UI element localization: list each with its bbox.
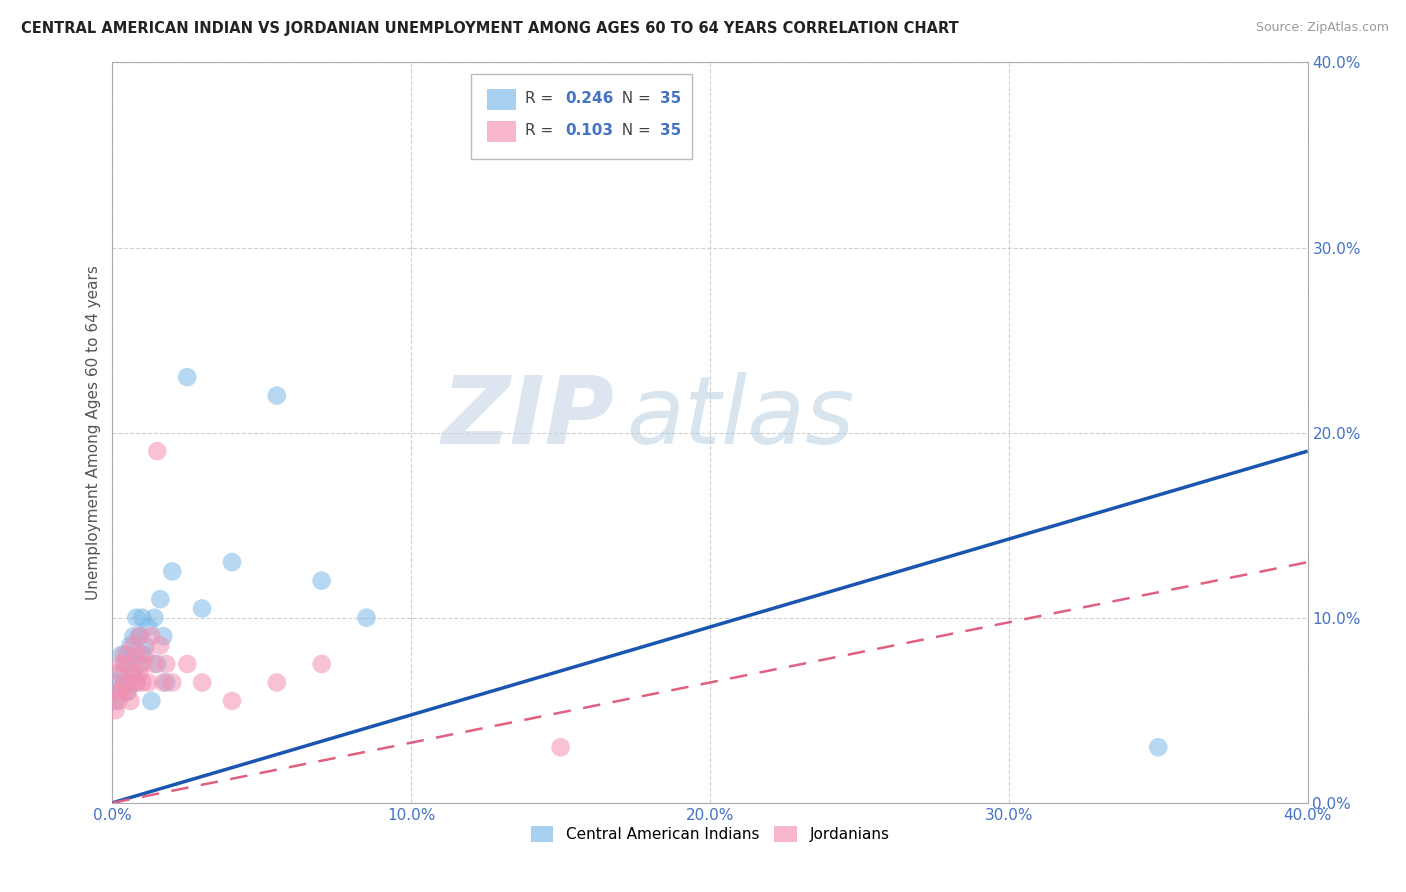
Text: N =: N =	[612, 123, 655, 138]
Point	[117, 685, 139, 699]
Point	[138, 675, 160, 690]
Legend: Central American Indians, Jordanians: Central American Indians, Jordanians	[524, 821, 896, 848]
Point	[191, 675, 214, 690]
Point	[125, 610, 148, 624]
Point	[131, 648, 153, 662]
Point	[1147, 740, 1170, 755]
Point	[117, 685, 139, 699]
Point	[104, 675, 127, 690]
Point	[114, 675, 135, 690]
Point	[162, 565, 183, 579]
Point	[125, 648, 148, 662]
Point	[191, 601, 214, 615]
Point	[356, 610, 378, 624]
Point	[128, 666, 150, 681]
Point	[221, 694, 243, 708]
Point	[131, 610, 153, 624]
Point	[152, 629, 174, 643]
Point	[110, 666, 132, 681]
Point	[176, 370, 198, 384]
Point	[266, 388, 288, 402]
Point	[122, 666, 145, 681]
Point	[120, 675, 142, 690]
Text: R =: R =	[524, 91, 558, 106]
Point	[104, 703, 127, 717]
Point	[117, 657, 139, 671]
Point	[221, 555, 243, 569]
Point	[114, 675, 135, 690]
Point	[107, 694, 129, 708]
Point	[266, 675, 288, 690]
Point	[146, 444, 169, 458]
Point	[122, 639, 145, 653]
FancyBboxPatch shape	[471, 73, 692, 159]
Point	[122, 629, 145, 643]
Point	[114, 657, 135, 671]
Point	[120, 675, 142, 690]
Point	[146, 657, 169, 671]
Text: 35: 35	[659, 91, 681, 106]
Text: CENTRAL AMERICAN INDIAN VS JORDANIAN UNEMPLOYMENT AMONG AGES 60 TO 64 YEARS CORR: CENTRAL AMERICAN INDIAN VS JORDANIAN UNE…	[21, 21, 959, 36]
Point	[550, 740, 572, 755]
Point	[107, 666, 129, 681]
Point	[141, 629, 163, 643]
Point	[141, 694, 163, 708]
Point	[114, 648, 135, 662]
Point	[125, 675, 148, 690]
Point	[311, 657, 333, 671]
Point	[128, 629, 150, 643]
Point	[134, 648, 156, 662]
Point	[155, 657, 177, 671]
Point	[143, 610, 166, 624]
Point	[110, 685, 132, 699]
Point	[128, 629, 150, 643]
Text: N =: N =	[612, 91, 655, 106]
Point	[176, 657, 198, 671]
Point	[120, 639, 142, 653]
Point	[149, 639, 172, 653]
Text: 0.103: 0.103	[565, 123, 613, 138]
Text: atlas: atlas	[627, 372, 855, 463]
Point	[117, 648, 139, 662]
Point	[131, 657, 153, 671]
FancyBboxPatch shape	[486, 121, 516, 142]
FancyBboxPatch shape	[486, 89, 516, 110]
Text: 0.246: 0.246	[565, 91, 614, 106]
Point	[120, 694, 142, 708]
Point	[162, 675, 183, 690]
Point	[110, 657, 132, 671]
Text: ZIP: ZIP	[441, 372, 614, 464]
Point	[125, 675, 148, 690]
Text: 35: 35	[659, 123, 681, 138]
Point	[152, 675, 174, 690]
Point	[149, 592, 172, 607]
Point	[138, 620, 160, 634]
Point	[128, 657, 150, 671]
Point	[104, 685, 127, 699]
Point	[311, 574, 333, 588]
Point	[107, 685, 129, 699]
Text: Source: ZipAtlas.com: Source: ZipAtlas.com	[1256, 21, 1389, 34]
Point	[104, 694, 127, 708]
Point	[155, 675, 177, 690]
Text: R =: R =	[524, 123, 558, 138]
Point	[131, 675, 153, 690]
Point	[143, 657, 166, 671]
Point	[122, 666, 145, 681]
Y-axis label: Unemployment Among Ages 60 to 64 years: Unemployment Among Ages 60 to 64 years	[86, 265, 101, 600]
Point	[134, 639, 156, 653]
Point	[110, 648, 132, 662]
